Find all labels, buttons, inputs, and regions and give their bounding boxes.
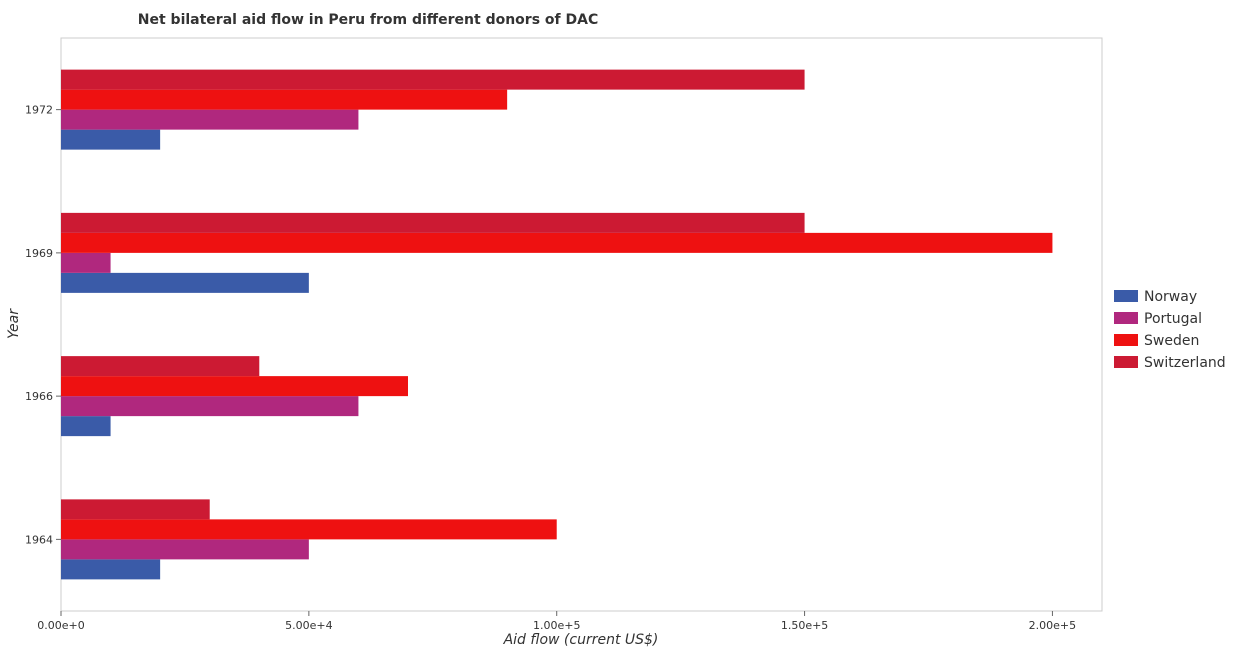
legend-swatch-portugal bbox=[1114, 312, 1138, 324]
x-tick-label: 1.00e+5 bbox=[533, 619, 580, 632]
bars-layer bbox=[61, 69, 1053, 580]
legend-label-portugal: Portugal bbox=[1144, 311, 1202, 327]
bar-norway-1972 bbox=[61, 129, 161, 150]
bar-sweden-1972 bbox=[61, 89, 508, 110]
bar-portugal-1966 bbox=[61, 396, 359, 417]
bar-norway-1964 bbox=[61, 559, 161, 580]
bar-norway-1969 bbox=[61, 272, 309, 293]
legend-label-switzerland: Switzerland bbox=[1144, 355, 1226, 371]
legend-swatch-switzerland bbox=[1114, 356, 1138, 368]
y-axis: 1964 1966 1969 1972 bbox=[25, 104, 61, 546]
y-tick-label: 1969 bbox=[25, 247, 53, 260]
bar-switzerland-1972 bbox=[61, 69, 805, 90]
bar-norway-1966 bbox=[61, 416, 111, 437]
x-tick-label: 1.50e+5 bbox=[781, 619, 828, 632]
bar-sweden-1966 bbox=[61, 376, 408, 397]
bar-portugal-1969 bbox=[61, 252, 111, 273]
bar-switzerland-1966 bbox=[61, 356, 260, 377]
bar-switzerland-1964 bbox=[61, 499, 210, 520]
x-tick-label: 0.00e+0 bbox=[37, 619, 84, 632]
legend-swatch-sweden bbox=[1114, 334, 1138, 346]
x-tick-label: 2.00e+5 bbox=[1029, 619, 1076, 632]
x-axis-title: Aid flow (current US$) bbox=[503, 632, 659, 648]
bar-switzerland-1969 bbox=[61, 212, 805, 233]
chart-title: Net bilateral aid flow in Peru from diff… bbox=[138, 12, 598, 28]
bar-sweden-1964 bbox=[61, 519, 557, 540]
x-tick-label: 5.00e+4 bbox=[285, 619, 332, 632]
legend-label-norway: Norway bbox=[1144, 289, 1197, 305]
legend: Norway Portugal Sweden Switzerland bbox=[1114, 289, 1226, 371]
x-axis: 0.00e+0 5.00e+4 1.00e+5 1.50e+5 2.00e+5 bbox=[37, 611, 1076, 632]
legend-swatch-norway bbox=[1114, 290, 1138, 302]
plot-frame bbox=[60, 37, 1103, 612]
y-tick-label: 1964 bbox=[25, 533, 53, 546]
bar-portugal-1972 bbox=[61, 109, 359, 130]
legend-label-sweden: Sweden bbox=[1144, 333, 1199, 349]
bar-sweden-1969 bbox=[61, 232, 1053, 253]
bar-portugal-1964 bbox=[61, 539, 309, 560]
y-axis-title: Year bbox=[6, 308, 22, 339]
y-tick-label: 1972 bbox=[25, 104, 53, 117]
y-tick-label: 1966 bbox=[25, 390, 53, 403]
